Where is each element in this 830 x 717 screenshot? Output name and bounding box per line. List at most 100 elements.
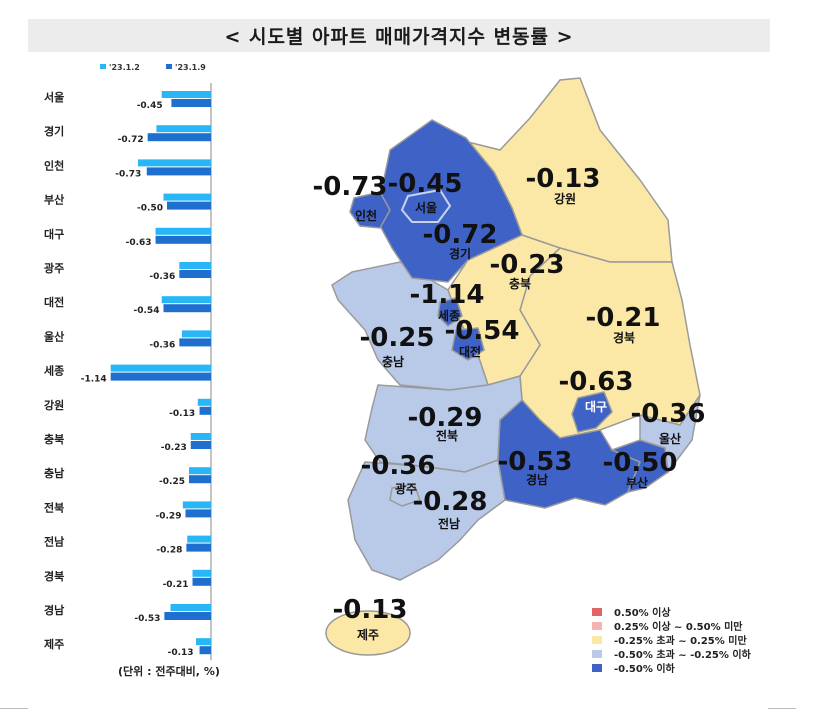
bar-curr [167, 201, 211, 210]
name-seoul: 서울 [415, 200, 437, 215]
category-label: 충남 [44, 466, 64, 480]
legend-label: '23.1.2 [109, 63, 140, 72]
value-busan: -0.50 [603, 448, 678, 478]
value-gangwon: -0.13 [526, 164, 601, 194]
name-sejong: 세종 [438, 308, 460, 323]
value-gyeongnam: -0.53 [498, 447, 573, 477]
data-label: -0.54 [134, 306, 160, 316]
name-gwangju: 광주 [395, 481, 417, 496]
unit-note: (단위 : 전주대비, %) [118, 665, 220, 678]
bar-prev [187, 535, 211, 543]
bar-curr [179, 270, 211, 278]
map-legend-item: 0.25% 이상 ~ 0.50% 미만 [592, 619, 751, 633]
page-title: < 시도별 아파트 매매가격지수 변동률 > [28, 19, 770, 52]
bar-prev [170, 604, 211, 611]
category-label: 전남 [44, 535, 64, 549]
map-legend-item: -0.25% 초과 ~ 0.25% 미만 [592, 633, 751, 647]
bar-prev [190, 433, 211, 440]
category-label: 경남 [44, 603, 64, 617]
bar-chart: '23.1.2 '23.1.9 서울 -0.45 경기 -0.72 인천 -0.73 부산 -0.… [44, 63, 212, 661]
name-chungnam: 충남 [382, 354, 404, 369]
data-label: -0.13 [169, 409, 195, 419]
bar-prev [192, 569, 211, 577]
value-sejong: -1.14 [410, 280, 485, 310]
region-ulsan [639, 394, 701, 474]
data-label: -0.36 [149, 340, 175, 350]
category-label: 대구 [44, 227, 64, 241]
category-label: 세종 [44, 364, 64, 378]
korea-map: -0.73 인천 -0.45 서울 -0.72 경기 -0.13 강원 -0.2… [313, 77, 706, 656]
category-label: 강원 [44, 398, 64, 412]
name-gyeongbuk: 경북 [613, 331, 635, 345]
data-label: -0.25 [159, 477, 185, 487]
category-label: 울산 [44, 329, 64, 343]
legend-label: '23.1.9 [175, 63, 206, 72]
legend-label: -0.50% 이하 [614, 664, 675, 675]
legend-label: 0.50% 이상 [614, 608, 671, 619]
bar-curr [199, 646, 211, 655]
value-chungnam: -0.25 [360, 323, 435, 353]
bar-prev [197, 398, 211, 406]
bar-curr [155, 235, 211, 244]
bar-curr [186, 543, 211, 552]
category-label: 경기 [44, 124, 64, 138]
value-jeonbuk: -0.29 [408, 403, 483, 433]
value-daegu: -0.63 [559, 367, 634, 397]
name-jeju: 제주 [357, 628, 379, 642]
category-label: 제주 [44, 637, 64, 651]
bar-curr [190, 441, 211, 449]
data-label: -1.14 [81, 375, 107, 385]
category-label: 인천 [44, 158, 64, 172]
value-seoul: -0.45 [388, 169, 463, 199]
bar-prev [161, 296, 211, 304]
data-label: -0.21 [163, 580, 189, 590]
data-label: -0.45 [137, 101, 163, 111]
bar-prev [137, 159, 211, 167]
region-sejong [437, 297, 463, 327]
data-label: -0.28 [156, 546, 182, 556]
value-jeonnam: -0.28 [413, 487, 488, 517]
legend-label: -0.25% 초과 ~ 0.25% 미만 [614, 636, 747, 647]
data-label: -0.63 [126, 238, 152, 248]
legend-swatch [166, 64, 172, 69]
map-legend-item: -0.50% 초과 ~ -0.25% 이하 [592, 647, 751, 661]
value-gyeongbuk: -0.21 [586, 303, 661, 333]
name-daejeon: 대전 [459, 344, 481, 359]
name-jeonnam: 전남 [438, 516, 460, 531]
bar-prev [156, 125, 211, 133]
data-label: -0.36 [149, 272, 175, 282]
region-jeonnam [347, 458, 506, 581]
legend-label: -0.50% 초과 ~ -0.25% 이하 [614, 650, 751, 661]
bar-curr [185, 509, 211, 518]
bar-prev [163, 193, 211, 201]
region-gwangju [389, 483, 421, 507]
bar-curr [192, 577, 211, 586]
bar-curr [171, 99, 211, 107]
category-label: 충북 [44, 432, 64, 446]
bar-prev [189, 467, 211, 475]
legend-swatch-red [592, 607, 602, 616]
name-gangwon: 강원 [554, 192, 576, 206]
bar-prev [182, 501, 211, 509]
bar-curr [164, 612, 211, 620]
value-ulsan: -0.36 [631, 399, 706, 429]
value-gwangju: -0.36 [361, 451, 436, 481]
region-seoul [400, 188, 452, 223]
bar-curr [199, 406, 211, 415]
value-incheon: -0.73 [313, 172, 388, 202]
bar-curr [147, 133, 211, 142]
bar-curr [163, 304, 211, 313]
bar-prev [155, 227, 211, 235]
name-incheon: 인천 [355, 208, 377, 223]
region-daejeon [451, 327, 485, 361]
bar-prev [181, 330, 211, 338]
legend-swatch-yellow [592, 635, 602, 644]
bar-prev [196, 638, 211, 646]
frame-line-left [0, 708, 28, 709]
bar-curr [110, 372, 211, 381]
data-label: -0.29 [156, 511, 182, 521]
bar-prev [161, 91, 211, 98]
frame-line-right [768, 708, 796, 709]
name-busan: 부산 [626, 475, 648, 490]
category-label: 광주 [44, 262, 64, 275]
